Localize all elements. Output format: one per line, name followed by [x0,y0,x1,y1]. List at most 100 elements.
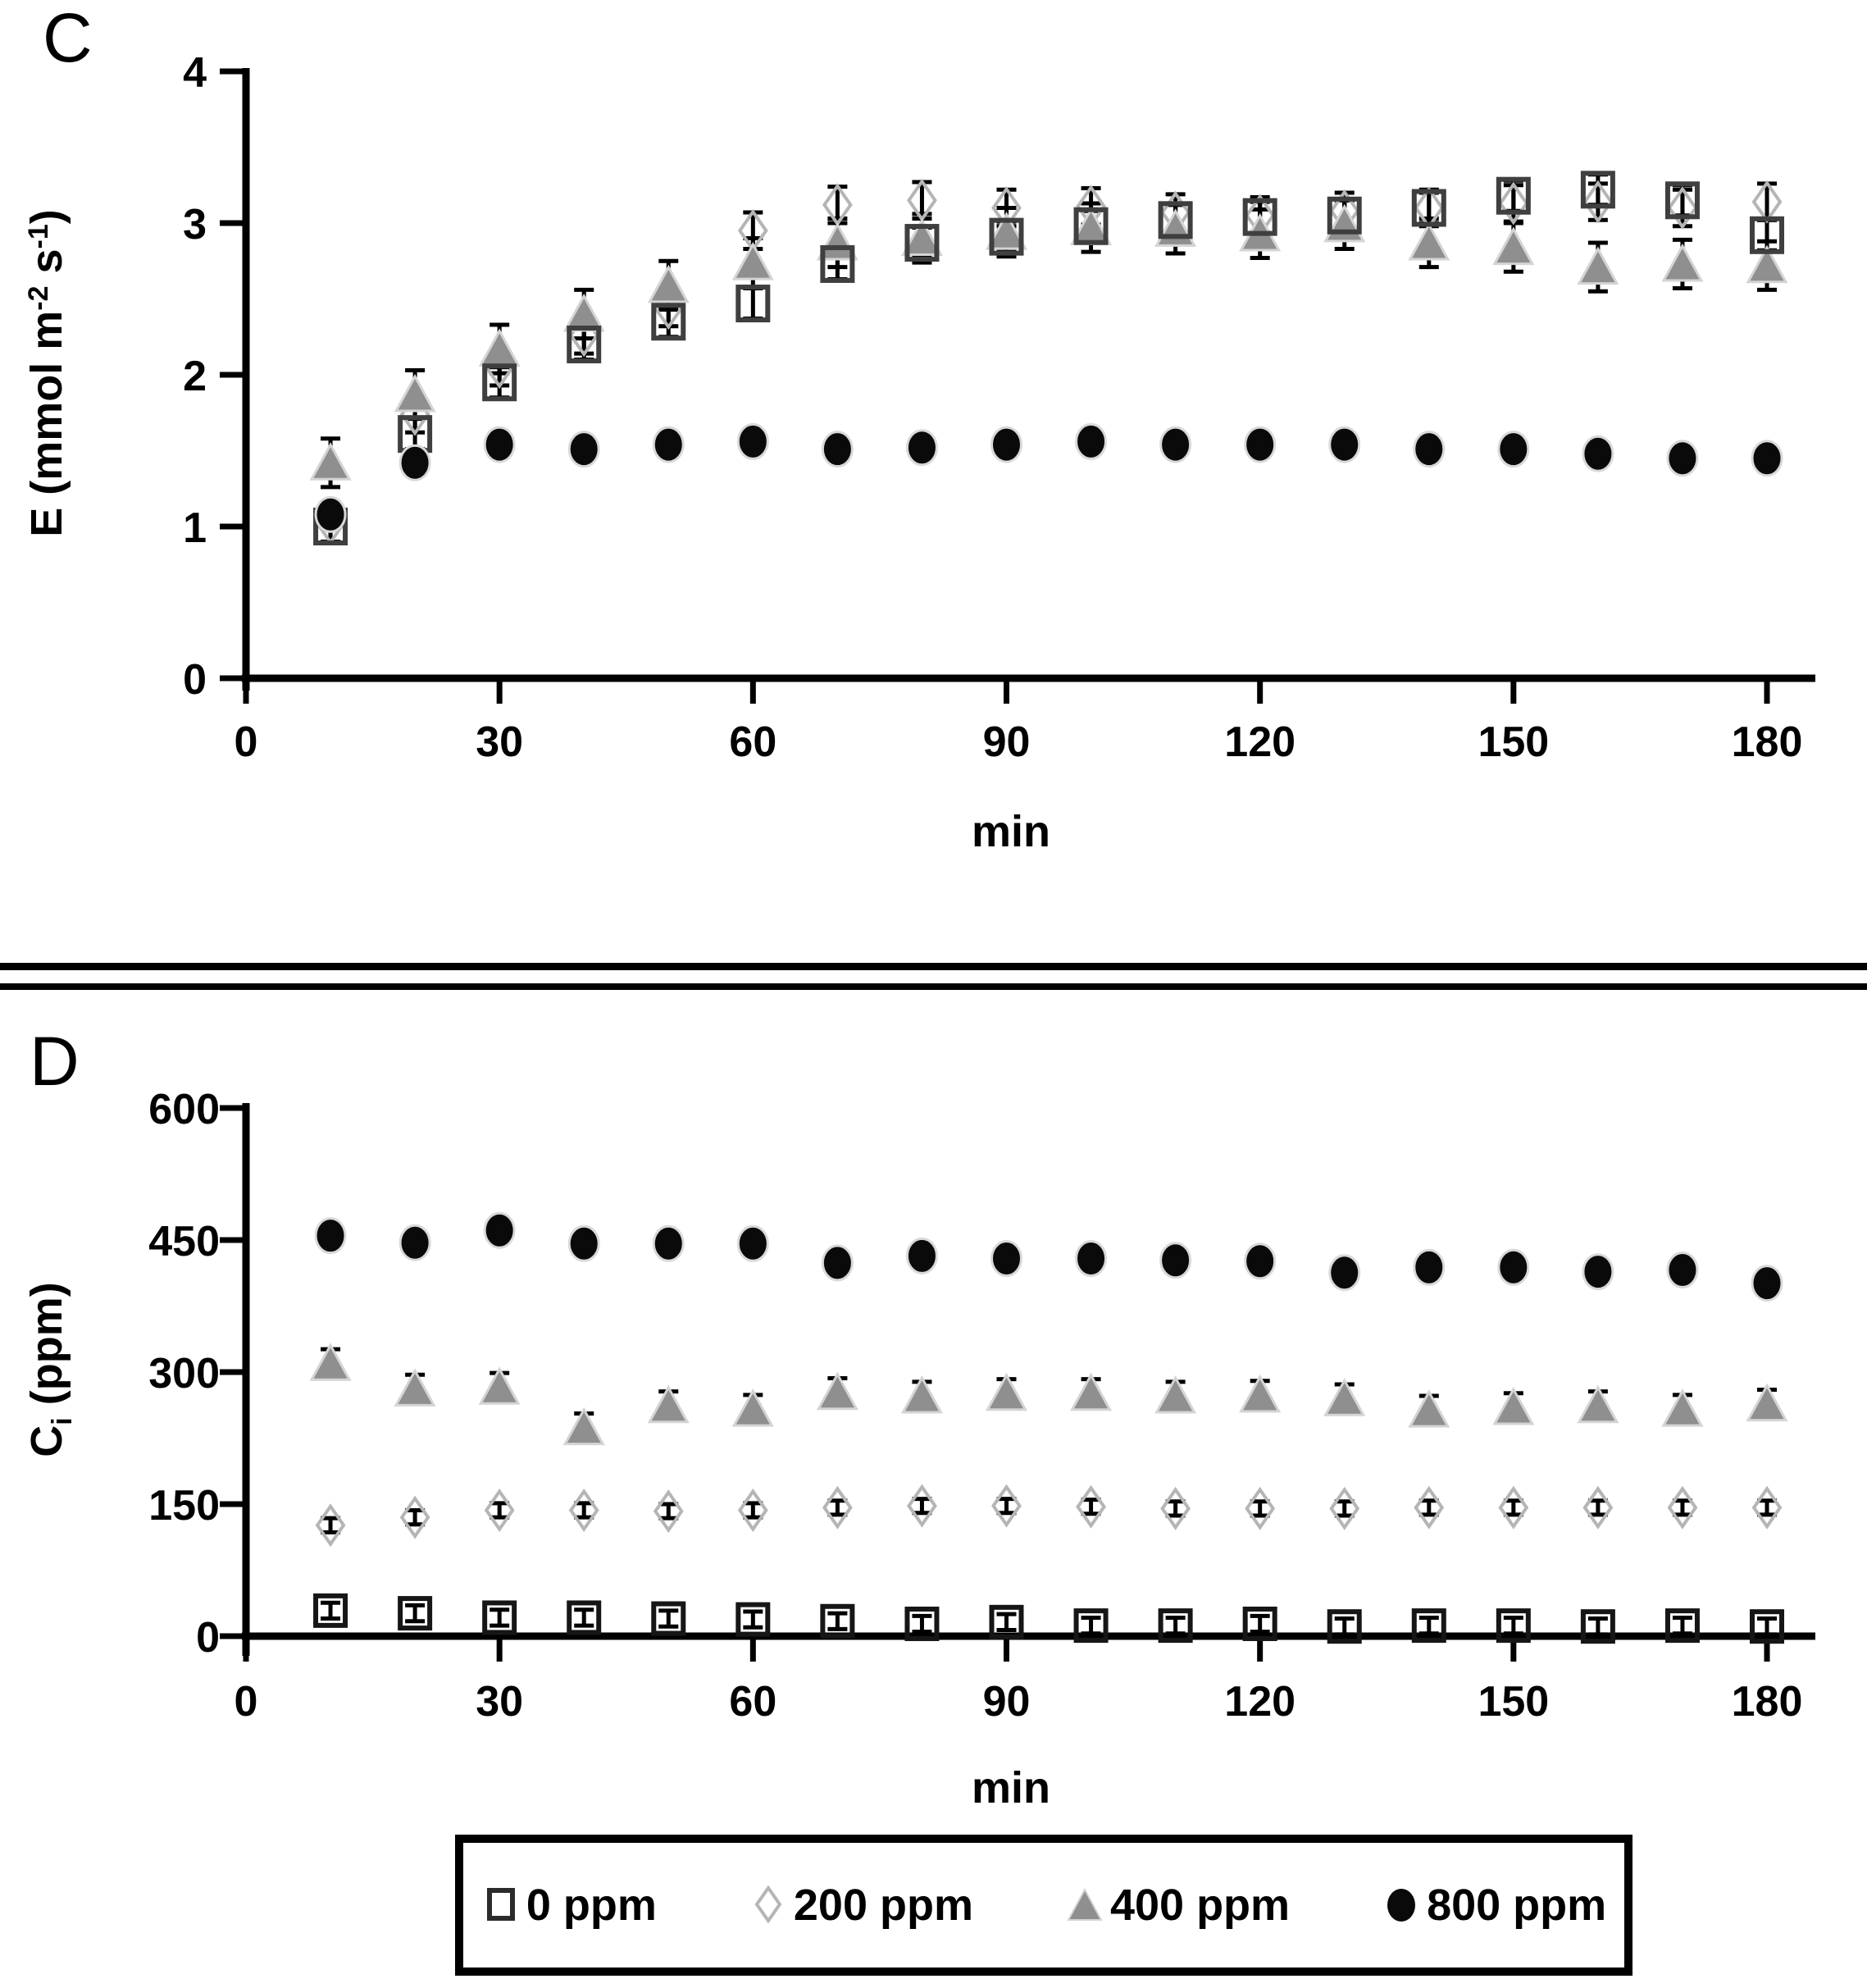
filled-circle-marker [1582,435,1614,472]
open-diamond-marker [1245,1486,1276,1530]
filled-circle-marker [1244,1242,1277,1280]
filled-triangle-marker [900,217,943,256]
open-square-marker [1411,189,1446,227]
filled-triangle-marker [816,221,858,261]
open-diamond-icon [754,1885,782,1924]
filled-triangle-marker [1154,1375,1197,1414]
y-axis-title: E (mmol m-2 s-1) [22,209,71,537]
open-diamond-marker [822,1485,853,1530]
x-tick-label: 60 [729,718,776,766]
filled-circle-marker [1497,1248,1530,1286]
filled-triangle-marker [1408,221,1450,261]
filled-triangle-marker [1070,1372,1113,1411]
open-square-marker [1158,1608,1193,1644]
filled-triangle-marker [1661,243,1704,282]
filled-triangle-marker [731,1388,774,1427]
open-square-marker [1242,1606,1277,1641]
filled-circle-marker [1413,1248,1446,1286]
filled-triangle-marker [1746,244,1788,284]
series-200ppm [315,1484,1783,1548]
y-tick-label: 3 [183,201,207,248]
open-diamond-marker [1498,181,1529,226]
x-tick-label: 90 [983,1678,1031,1726]
series-400ppm [309,203,1788,481]
open-diamond-marker [1329,1486,1360,1530]
legend-item-200ppm: 200 ppm [749,1880,973,1931]
filled-circle-marker [1159,426,1192,463]
y-tick-label: 450 [148,1218,220,1265]
legend-box: 0 ppm 200 ppm 400 ppm 800 ppm [455,1835,1632,1976]
filled-triangle-marker [1577,246,1619,285]
panel-c-label: C [43,0,93,76]
error-bars [321,1222,1778,1637]
filled-triangle-marker [816,1371,858,1411]
open-diamond-marker [653,1489,684,1534]
legend-item-label: 800 ppm [1427,1881,1607,1930]
filled-triangle-marker [1492,226,1535,266]
open-square-marker [735,1602,771,1637]
x-tick-labels: 0 30 60 90 120 150 180 [235,1639,1802,1726]
open-square-marker [735,285,771,323]
open-diamond-marker [1751,1485,1783,1530]
filled-circle-marker [1075,1240,1108,1278]
filled-triangle-marker [1577,1384,1619,1424]
filled-circle-marker [1751,1265,1783,1302]
open-diamond-marker [568,1489,599,1533]
open-square-marker [989,217,1024,256]
filled-circle-marker [736,422,769,460]
open-square-marker [1327,196,1362,235]
open-diamond-marker [1667,1485,1698,1530]
open-square-marker [651,303,686,341]
y-tick-label: 1 [183,504,207,552]
y-tick-label: 150 [148,1482,220,1530]
filled-circle-marker [398,1224,431,1261]
filled-circle-marker [905,1237,938,1274]
x-tick-label: 150 [1478,718,1549,766]
filled-triangle-marker [985,211,1028,250]
y-tick-label: 0 [183,656,207,704]
filled-triangle-marker [900,1375,943,1414]
open-square-marker [1411,1608,1446,1644]
open-diamond-marker [737,1489,768,1533]
filled-circle-marker [1413,431,1446,468]
filled-triangle-marker [1661,1388,1704,1427]
x-tick-label: 180 [1732,718,1803,766]
open-square-marker [1073,207,1109,245]
open-diamond-marker [484,1489,515,1533]
series-0ppm [313,1593,1785,1644]
open-diamond-marker [1667,185,1698,230]
filled-triangle-marker [1239,1374,1282,1413]
open-square-marker [820,1603,855,1639]
filled-triangle-marker [562,293,605,332]
filled-circle-marker [314,495,347,533]
panel-d-plot: 0 150 300 450 600 0 30 60 90 120 150 180 min Ci (ppm) [22,1086,1815,1812]
filled-triangle-marker [1492,1386,1535,1425]
filled-triangle-marker [394,1368,436,1407]
open-square-marker [1750,216,1785,254]
open-square-marker [820,244,855,283]
filled-triangle-icon [1067,1887,1103,1921]
error-bars [321,172,1778,544]
y-tick-label: 300 [148,1350,220,1398]
filled-triangle-marker [562,1407,605,1446]
filled-circle-marker [905,429,938,467]
y-tick-label: 600 [148,1086,220,1133]
filled-circle-marker [652,426,685,463]
open-square-marker [1580,1609,1615,1644]
legend-item-0ppm: 0 ppm [481,1880,657,1931]
open-square-marker [1750,1609,1785,1644]
open-square-marker [904,1606,940,1641]
y-tick-labels: 0 1 2 3 4 [183,49,244,704]
filled-triangle-marker [985,1372,1028,1411]
filled-triangle-marker [478,1366,521,1405]
filled-circle-marker [1582,1253,1614,1291]
y-axis-title: Ci (ppm) [22,1282,78,1457]
y-tick-labels: 0 150 300 450 600 [148,1086,244,1662]
open-diamond-marker [1582,180,1614,224]
filled-circle-marker [1159,1242,1192,1279]
filled-circle-marker [483,426,516,463]
x-tick-label: 150 [1478,1678,1549,1726]
open-square-marker [482,363,517,402]
open-square-marker [1158,201,1193,239]
filled-triangle-marker [394,373,436,413]
